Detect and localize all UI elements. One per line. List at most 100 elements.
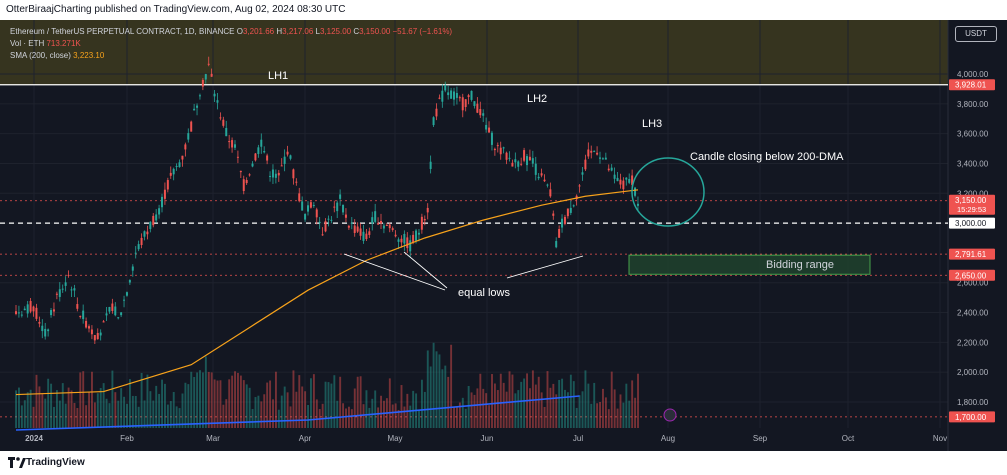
volume-bar [482,388,485,428]
candle-body [318,221,321,223]
candle-body [581,172,584,175]
volume-bar [44,398,47,428]
volume-bar [426,350,429,428]
y-tick-label: 2,000.00 [957,368,989,377]
volume-bar [476,388,479,428]
candle-body [274,173,277,178]
candle-body [344,214,347,218]
candle-body [599,157,601,159]
volume-bar [155,385,158,428]
highlight-circle [631,157,705,227]
volume-bar [473,394,476,428]
y-tick-label: 2,200.00 [957,338,989,347]
candle-body [400,238,403,243]
volume-bar [146,374,149,428]
low-value: 3,125.00 [319,27,352,36]
candle-body [96,332,99,340]
candle-body [269,175,272,177]
candle-body [123,299,126,301]
volume-bar [321,403,324,428]
candle-body [327,218,330,220]
candle-body [236,156,239,158]
volume-bar [96,393,99,428]
volume-bar [374,390,377,428]
candle-body [415,230,418,241]
volume-bar [239,375,242,428]
candle-body [128,280,131,283]
candle-body [17,312,20,314]
volume-bar [82,371,85,428]
volume-bar [23,400,26,428]
tradingview-logo-icon [8,457,26,468]
price-label-text: 1,700.00 [955,413,987,422]
volume-bar [599,401,601,428]
y-tick-label: 2,400.00 [957,309,989,318]
candle-body [105,313,108,316]
volume-bar [298,375,301,428]
candle-body [50,310,53,316]
candle-body [111,303,114,311]
volume-bar [593,382,596,428]
candle-body [277,172,280,176]
candle-body [161,196,163,208]
price-chart[interactable]: Bidding range equal lows LH1 LH2 LH3 Candle c… [0,20,1007,451]
candle-body [485,124,488,130]
candle-body [184,144,187,150]
volume-bar [53,406,55,428]
volume-bar [64,403,67,428]
volume-bar [277,409,280,428]
candle-body [397,239,400,242]
volume-bar [435,351,438,428]
price-label-text: 3,150.00 [955,196,987,205]
currency-button[interactable]: USDT [955,26,997,42]
volume-bar [242,380,245,428]
volume-ma-line [15,395,580,431]
candle-body [88,326,90,329]
volume-bar [251,409,254,428]
equal-lows-pointer [343,253,446,291]
candle-body [175,165,178,167]
price-label-tag [949,411,995,423]
volume-bar [400,385,403,428]
candle-body [336,202,339,212]
volume-legend: Vol · ETH 713.271K [10,38,81,49]
volume-bar [637,373,639,428]
publish-text: OtterBiraajCharting published on Trading… [6,4,346,15]
candle-body [569,207,572,213]
volume-bar [625,383,628,428]
volume-bar [181,393,184,428]
candle-body [120,312,123,316]
volume-bar [587,383,590,428]
candle-body [158,208,161,215]
candle-body [493,148,496,151]
volume-bar [517,390,520,428]
volume-bar [622,402,625,428]
candle-body [178,162,181,168]
candle-body [280,165,283,167]
candle-body [566,208,569,217]
volume-bar [604,397,607,428]
y-tick-label: 2,600.00 [957,279,989,288]
candle-body [286,151,289,155]
volume-bar [152,400,155,428]
candle-body [23,308,26,311]
volume-bar [26,392,29,428]
volume-bar [137,406,140,428]
volume-bar [572,381,575,428]
x-tick-label: Sep [753,434,768,443]
volume-bar [257,395,260,428]
volume-bar [184,382,187,428]
volume-bar [272,399,274,428]
volume-bar [543,406,546,428]
candle-body [219,117,222,119]
volume-bar [479,373,482,428]
candle-body [196,105,199,108]
volume-bar [365,390,368,428]
volume-bar [149,391,152,428]
volume-bar [175,406,178,428]
volume-bar [161,379,163,428]
volume-bar [295,391,298,428]
x-tick-label: Oct [842,434,855,443]
open-value: 3,201.66 [242,27,275,36]
candle-body [540,173,543,176]
